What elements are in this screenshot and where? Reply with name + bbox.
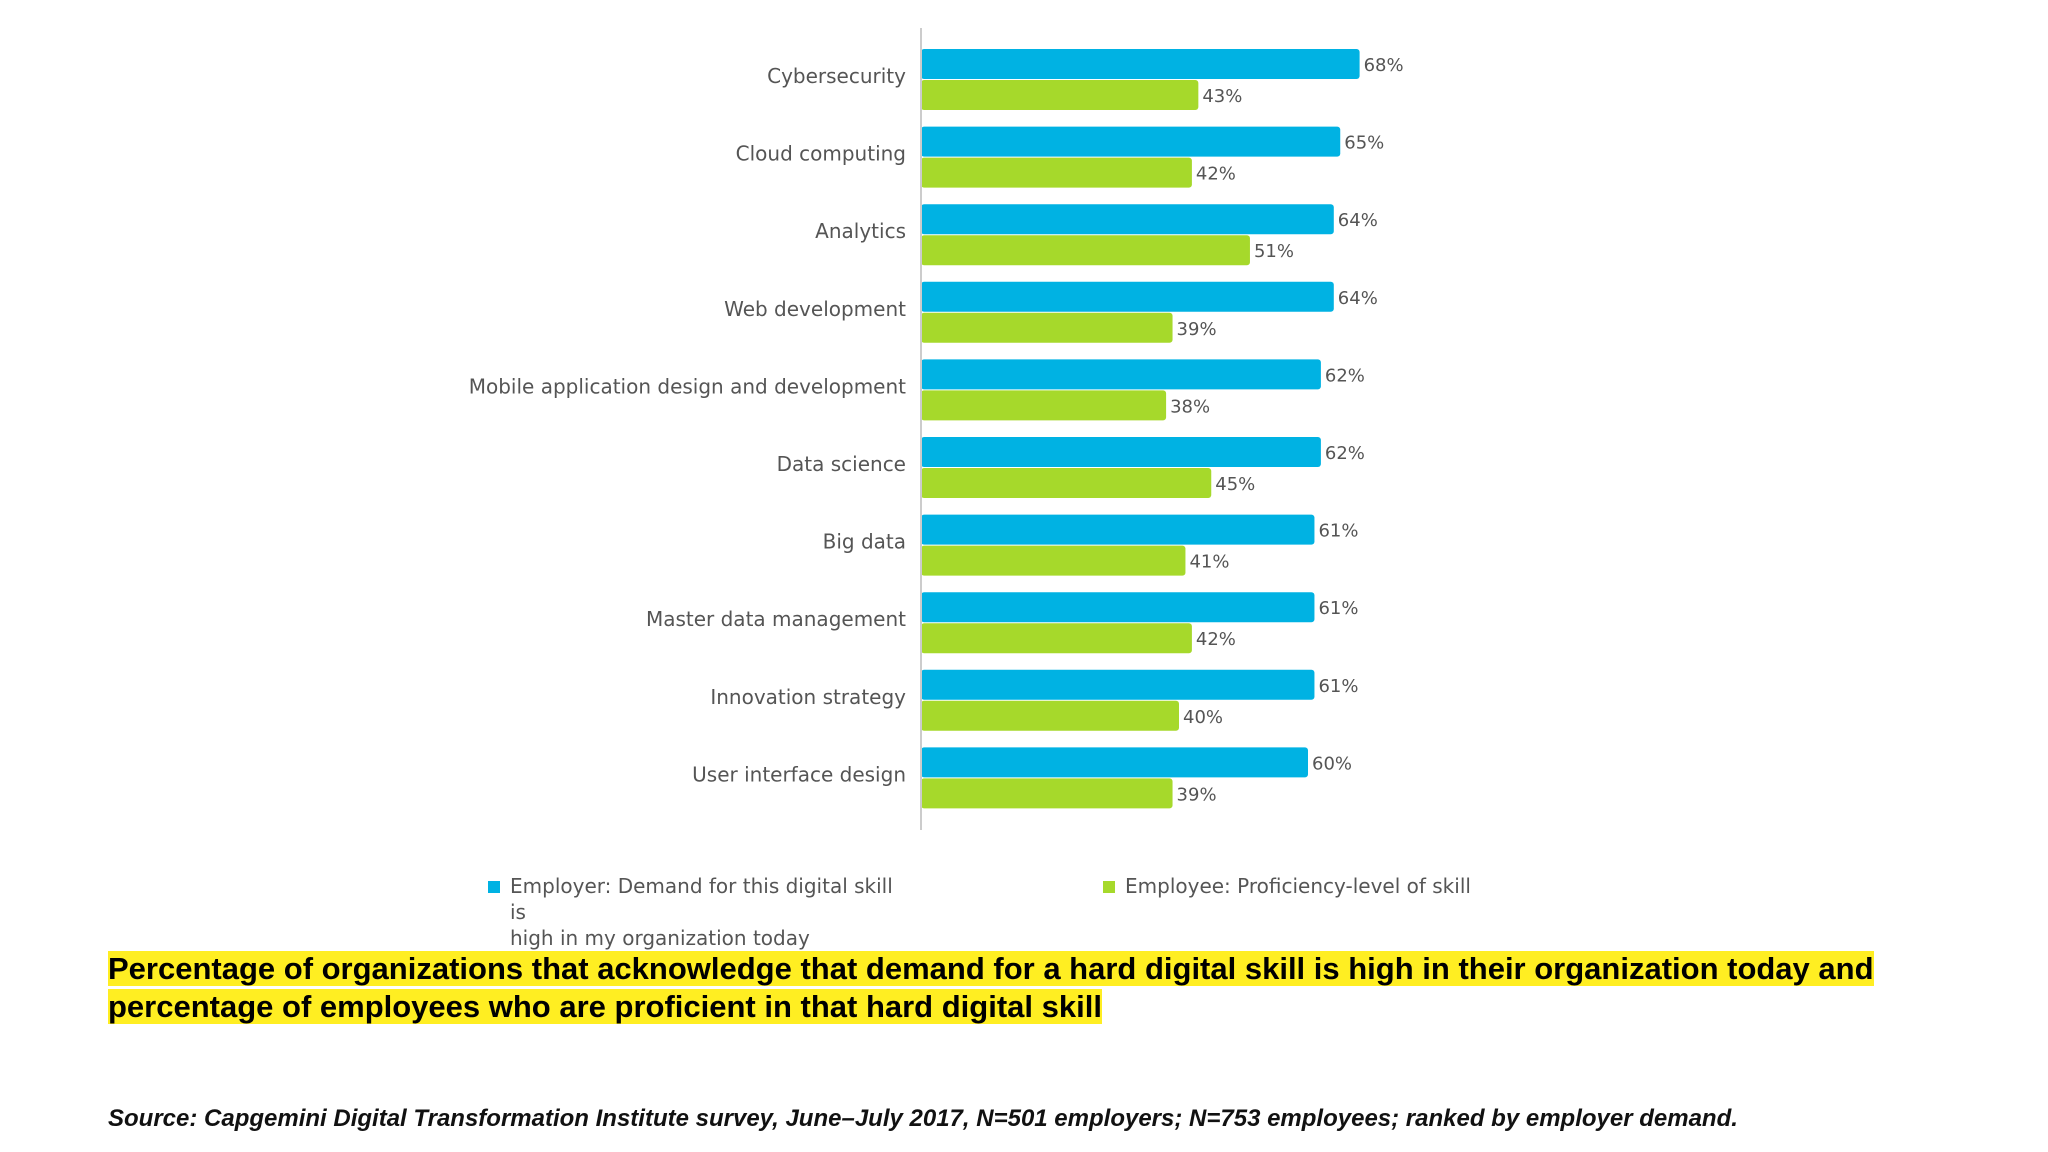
bar-employer [921,592,1315,623]
bar-employer [921,514,1315,545]
category-label: Master data management [646,607,906,631]
data-label: 65% [1344,133,1384,154]
category-label: User interface design [692,762,906,786]
data-label: 39% [1177,784,1217,805]
data-label: 61% [1318,598,1358,619]
bar-employee [921,235,1250,266]
category-label: Big data [823,530,906,554]
legend-swatch-employee [1103,881,1115,893]
data-label: 42% [1196,164,1236,185]
data-label: 61% [1318,521,1358,542]
bar-employer [921,359,1321,390]
bar-employee [921,545,1186,576]
data-label: 42% [1196,629,1236,650]
data-label: 39% [1177,319,1217,340]
category-label: Mobile application design and developmen… [469,374,906,398]
data-label: 38% [1170,396,1210,417]
bar-employee [921,700,1179,731]
bar-employee [921,312,1173,343]
bar-employer [921,437,1321,467]
bar-employee [921,623,1192,654]
bar-employer [921,669,1315,700]
category-label: Web development [724,297,906,321]
data-label: 43% [1202,86,1242,107]
bar-employee [921,468,1212,498]
bar-chart: 68% 43% Cybersecurity 65% 42% Cloud computing… [469,28,1404,830]
bar-employer [921,204,1334,235]
source-note: Source: Capgemini Digital Transformation… [108,1105,1738,1132]
caption-line-2: percentage of employees who are proficie… [108,989,1102,1024]
bar-employer [921,49,1360,79]
data-label: 40% [1183,707,1223,728]
category-label: Data science [777,452,906,476]
chart-caption: Percentage of organizations that acknowl… [108,950,1928,1026]
data-label: 51% [1254,241,1294,262]
data-label: 41% [1189,552,1229,573]
bar-employer [921,126,1341,157]
bar-employee [921,80,1199,110]
bar-employer [921,747,1308,778]
legend-label-employer-line2: high in my organization today [510,926,810,950]
data-label: 64% [1338,288,1378,309]
legend-label-employer-line1: Employer: Demand for this digital skill … [510,874,893,924]
caption-line-1: Percentage of organizations that acknowl… [108,951,1874,986]
category-label: Cybersecurity [767,64,906,88]
legend-label-employee: Employee: Proficiency-level of skill [1125,874,1471,898]
bar-employee [921,157,1192,188]
data-label: 61% [1318,676,1358,697]
category-label: Analytics [815,219,906,243]
data-label: 68% [1364,55,1404,76]
data-label: 60% [1312,753,1352,774]
legend-swatch-employer [488,881,500,893]
bar-employee [921,778,1173,809]
legend-label-employer: Employer: Demand for this digital skill … [510,873,908,951]
data-label: 62% [1325,443,1365,464]
bar-employee [921,390,1167,421]
category-label: Cloud computing [736,142,906,166]
data-label: 62% [1325,365,1365,386]
bar-employer [921,281,1334,312]
data-label: 64% [1338,210,1378,231]
data-label: 45% [1215,474,1255,495]
category-label: Innovation strategy [710,685,906,709]
